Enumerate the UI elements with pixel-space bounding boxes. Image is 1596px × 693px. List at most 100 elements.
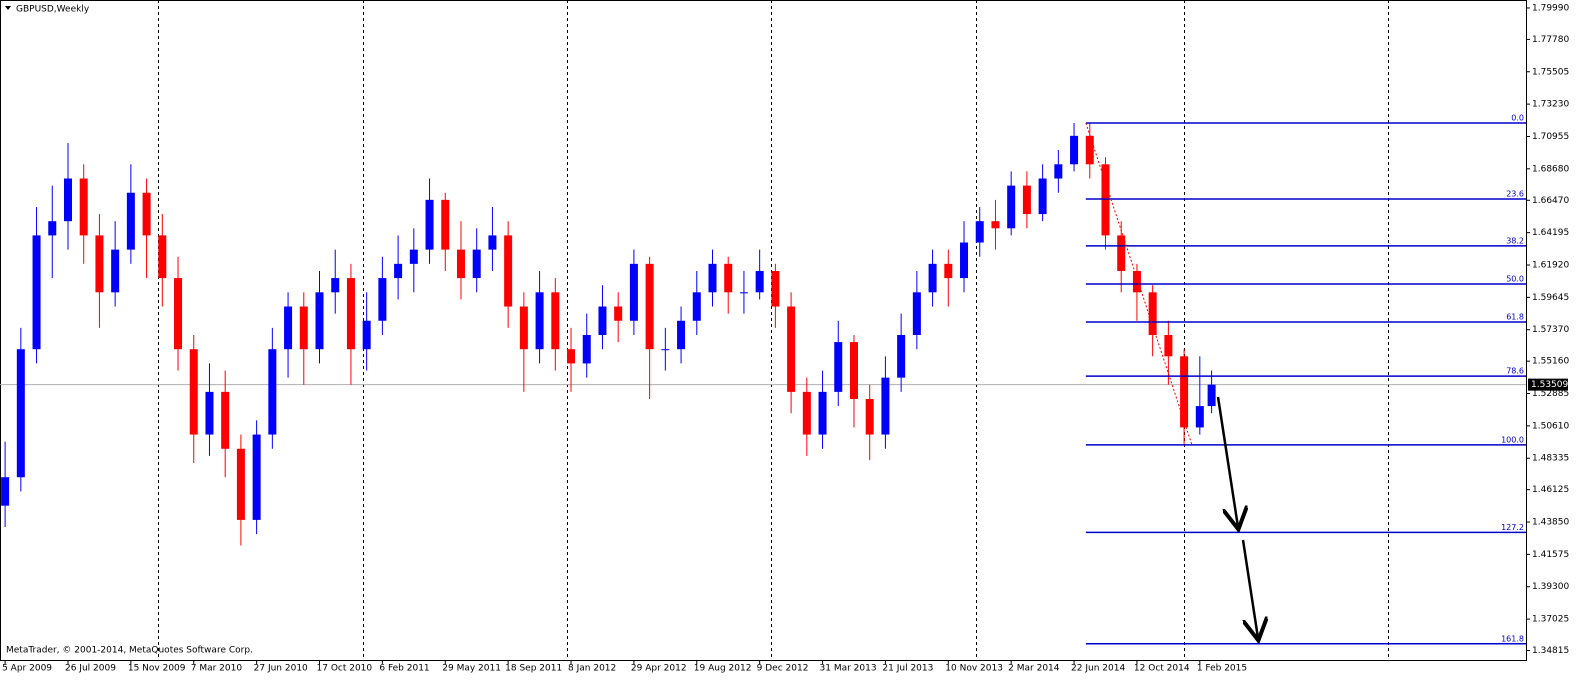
y-tick-label: 1.64195: [1532, 228, 1569, 238]
candle-body: [394, 263, 403, 279]
candle-body: [1007, 185, 1016, 229]
x-tick-label: 29 Apr 2012: [631, 664, 687, 674]
y-tick-label: 1.75505: [1532, 67, 1569, 77]
fib-trend: [1085, 122, 1193, 446]
candle-body: [614, 306, 623, 321]
candle-body: [346, 278, 355, 350]
candle-body: [504, 235, 513, 307]
y-tick-label: 1.34815: [1532, 646, 1569, 656]
candle-body: [1180, 356, 1189, 428]
candle-body: [519, 306, 528, 350]
price-label: 1.53509: [1531, 380, 1568, 390]
candle-body: [284, 306, 293, 350]
fib-label: 38.2: [1506, 236, 1524, 245]
candle-body: [441, 199, 450, 250]
x-tick-label: 22 Jun 2014: [1071, 664, 1125, 674]
candle-body: [425, 199, 434, 250]
y-tick-label: 1.52885: [1532, 389, 1569, 399]
candle-body: [95, 235, 104, 293]
y-tick-label: 1.68680: [1532, 164, 1569, 174]
candle-body: [1164, 334, 1173, 357]
y-tick-label: 1.66470: [1532, 196, 1569, 206]
candle-body: [409, 249, 418, 264]
x-tick-label: 9 Dec 2012: [757, 664, 809, 674]
y-tick-label: 1.43850: [1532, 518, 1569, 528]
candle-body: [1054, 164, 1063, 179]
candle-body: [331, 278, 340, 293]
candle-body: [582, 334, 591, 364]
candle-body: [174, 278, 183, 350]
candle-body: [787, 306, 796, 392]
fib-label: 61.8: [1506, 313, 1524, 322]
candle-body: [771, 270, 780, 307]
x-tick-label: 2 Mar 2014: [1008, 664, 1060, 674]
plot-frame: [0, 0, 1527, 661]
fib-label: 127.2: [1501, 523, 1524, 532]
candle-body: [32, 235, 41, 350]
candle-body: [1101, 164, 1110, 236]
fib-label: 100.0: [1501, 435, 1524, 444]
candle-body: [598, 306, 607, 335]
candle-body: [802, 391, 811, 435]
candle-body: [79, 178, 88, 236]
candle-body: [818, 391, 827, 435]
candle-body: [1207, 384, 1216, 407]
x-tick-label: 17 Oct 2010: [317, 664, 373, 674]
candle-body: [944, 263, 953, 279]
fib-label: 161.8: [1501, 634, 1524, 643]
fib-label: 78.6: [1506, 367, 1524, 376]
candle-body: [126, 192, 135, 250]
candle-body: [645, 263, 654, 350]
price-label-box: [1528, 378, 1568, 391]
candle-body: [221, 391, 230, 449]
x-tick-label: 18 Sep 2011: [505, 664, 562, 674]
y-tick-label: 1.55160: [1532, 357, 1569, 367]
candle-body: [189, 349, 198, 435]
candle-body: [472, 249, 481, 279]
candle-body: [205, 391, 214, 435]
candle-body: [849, 342, 858, 399]
candle-body: [1085, 135, 1094, 165]
candle-body: [960, 242, 969, 279]
candle-body: [1195, 406, 1204, 428]
candle-body: [1022, 185, 1031, 215]
fib-label: 0.0: [1511, 114, 1524, 123]
x-tick-label: 8 Jan 2012: [568, 664, 616, 674]
candle-body: [378, 278, 387, 321]
candle-body: [661, 349, 670, 351]
arrow: [1241, 539, 1258, 638]
x-tick-label: 1 Feb 2015: [1197, 664, 1247, 674]
arrow: [1216, 396, 1238, 527]
candle-body: [456, 249, 465, 279]
candle-body: [1, 477, 10, 506]
candle-body: [567, 349, 576, 364]
candle-body: [142, 192, 151, 236]
candle-body: [881, 377, 890, 435]
candle-body: [629, 263, 638, 321]
candle-body: [1038, 178, 1047, 215]
copyright: MetaTrader, © 2001-2014, MetaQuotes Soft…: [6, 646, 253, 656]
candle-body: [834, 342, 843, 392]
candle-body: [912, 292, 921, 335]
y-tick-label: 1.59645: [1532, 293, 1569, 303]
candle-body: [755, 270, 764, 293]
y-tick-label: 1.57370: [1532, 325, 1569, 335]
candle-body: [268, 349, 277, 435]
candle-body: [236, 448, 245, 520]
y-tick-label: 1.79990: [1532, 3, 1569, 13]
y-tick-label: 1.73230: [1532, 100, 1569, 110]
x-tick-label: 21 Jul 2013: [882, 664, 933, 674]
x-tick-label: 31 Mar 2013: [820, 664, 877, 674]
fib-label: 50.0: [1506, 275, 1524, 284]
y-tick-label: 1.48335: [1532, 454, 1569, 464]
candle-body: [865, 398, 874, 435]
candle-body: [897, 334, 906, 378]
candle-body: [739, 292, 748, 294]
x-tick-label: 19 Aug 2012: [694, 664, 752, 674]
y-tick-label: 1.41575: [1532, 550, 1569, 560]
candle-body: [975, 221, 984, 243]
candle-body: [252, 434, 261, 520]
x-tick-label: 26 Jul 2009: [65, 664, 116, 674]
x-tick-label: 5 Apr 2009: [2, 664, 52, 674]
